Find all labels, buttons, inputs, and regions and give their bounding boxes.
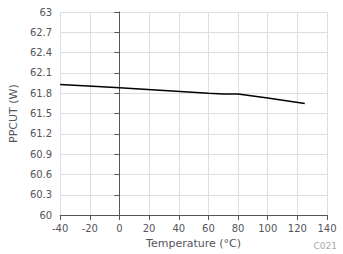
svg-text:PPCUT (W): PPCUT (W) <box>7 84 20 143</box>
svg-text:61.5: 61.5 <box>30 108 52 119</box>
svg-text:40: 40 <box>172 223 185 234</box>
svg-text:100: 100 <box>258 223 277 234</box>
svg-text:60: 60 <box>202 223 215 234</box>
svg-text:Temperature (°C): Temperature (°C) <box>145 237 241 250</box>
svg-text:60.6: 60.6 <box>30 169 52 180</box>
svg-text:C021: C021 <box>314 241 337 251</box>
svg-text:61.2: 61.2 <box>30 128 52 139</box>
svg-text:0: 0 <box>116 223 122 234</box>
svg-text:20: 20 <box>143 223 156 234</box>
svg-text:63: 63 <box>39 7 52 18</box>
svg-text:120: 120 <box>288 223 307 234</box>
svg-text:-20: -20 <box>82 223 98 234</box>
svg-text:60.9: 60.9 <box>30 149 52 160</box>
svg-text:62.1: 62.1 <box>30 67 52 78</box>
svg-text:60: 60 <box>39 210 52 221</box>
svg-text:62.4: 62.4 <box>30 47 52 58</box>
svg-text:62.7: 62.7 <box>30 27 52 38</box>
svg-text:-40: -40 <box>52 223 68 234</box>
svg-text:60.3: 60.3 <box>30 189 52 200</box>
svg-text:140: 140 <box>317 223 336 234</box>
svg-text:61.8: 61.8 <box>30 88 52 99</box>
svg-text:80: 80 <box>232 223 245 234</box>
